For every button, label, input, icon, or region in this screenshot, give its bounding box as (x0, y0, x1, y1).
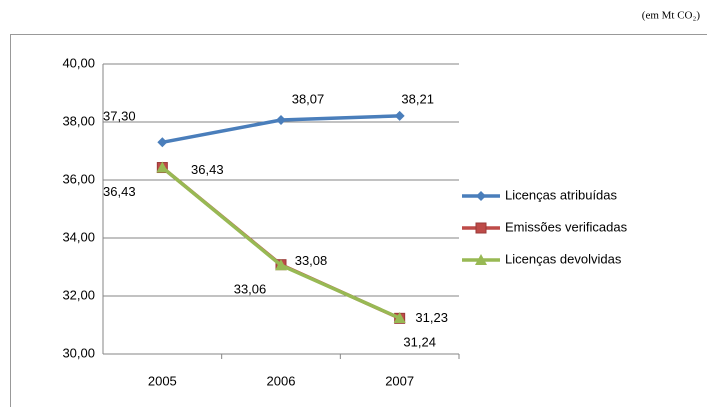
data-label: 31,23 (415, 310, 448, 325)
y-tick-label: 40,00 (62, 55, 95, 70)
data-label: 33,06 (234, 282, 267, 297)
data-label: 33,08 (295, 253, 328, 268)
y-tick-label: 32,00 (62, 287, 95, 302)
legend-marker (476, 223, 486, 233)
legend-label: Licenças devolvidas (505, 251, 622, 266)
y-tick-label: 36,00 (62, 171, 95, 186)
data-label: 38,21 (401, 91, 434, 106)
data-label: 31,24 (403, 334, 436, 349)
legend-marker (476, 191, 486, 201)
data-label: 37,30 (103, 109, 136, 124)
unit-note: (em Mt CO₂) (642, 10, 701, 22)
marker (395, 111, 405, 121)
data-label: 36,43 (103, 184, 136, 199)
y-tick-label: 34,00 (62, 229, 95, 244)
marker (276, 115, 286, 125)
series-line (162, 168, 399, 319)
x-tick-label: 2005 (148, 373, 177, 388)
legend-label: Licenças atribuídas (505, 187, 618, 202)
data-label: 38,07 (292, 91, 325, 106)
y-tick-label: 38,00 (62, 113, 95, 128)
marker (157, 137, 167, 147)
data-label: 36,43 (191, 162, 224, 177)
x-tick-label: 2007 (385, 373, 414, 388)
legend-label: Emissões verificadas (505, 219, 628, 234)
y-tick-label: 30,00 (62, 345, 95, 360)
x-tick-label: 2006 (267, 373, 296, 388)
